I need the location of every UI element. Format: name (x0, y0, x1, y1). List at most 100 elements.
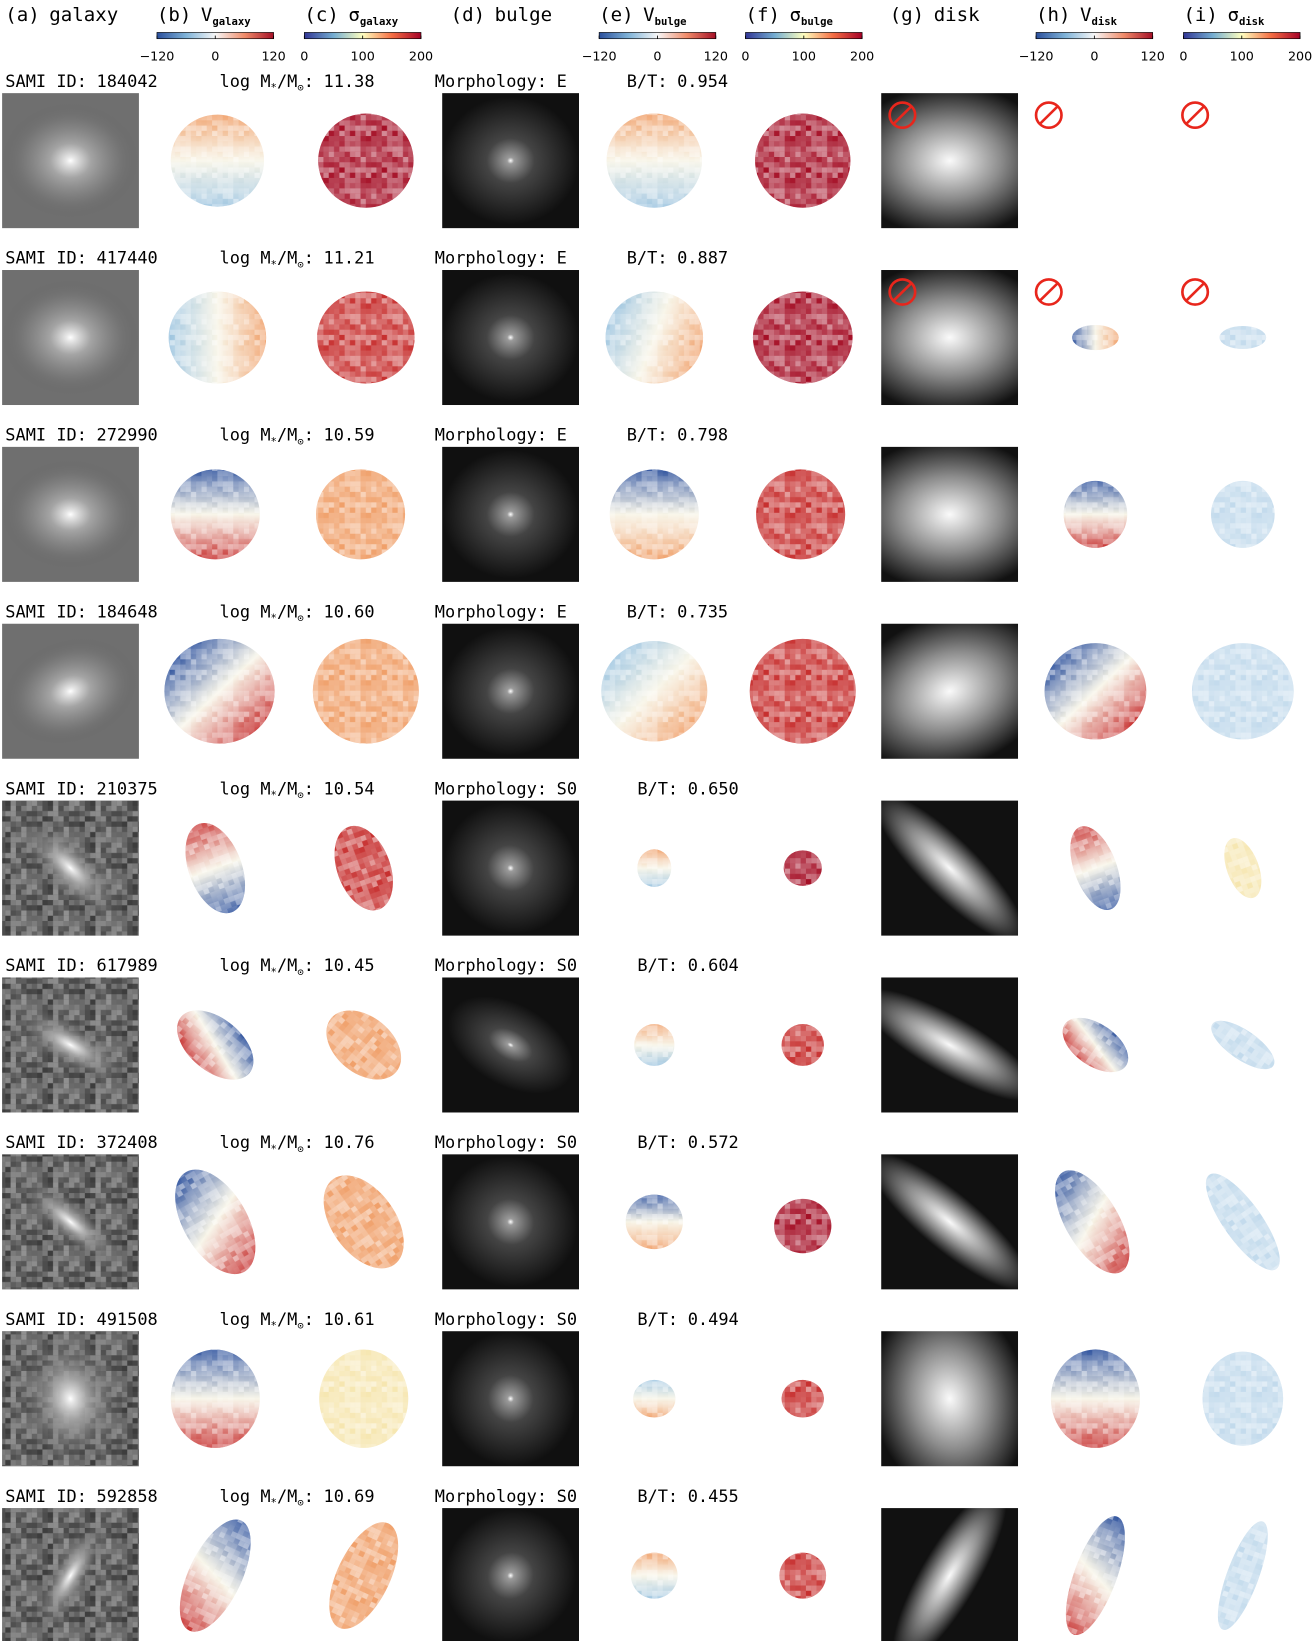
value: 592858 (97, 1486, 158, 1506)
map-texture (179, 1519, 251, 1632)
colorbar-tick-label: 0 (741, 49, 749, 64)
bulge-image (442, 270, 579, 406)
map-texture (1202, 1351, 1284, 1446)
stellar-mass: log M*/M⊙: 10.54 (220, 778, 375, 801)
map-texture (749, 638, 856, 744)
map-texture (168, 291, 267, 384)
label: /M (277, 778, 297, 798)
colorbar-tick-label: 0 (1090, 49, 1098, 64)
bulge-image (442, 623, 579, 759)
sami-id: SAMI ID: 184042 (5, 71, 157, 91)
morphology: Morphology: S0 (435, 955, 577, 975)
galaxy-row: SAMI ID: 184648 log M*/M⊙: 10.60 Morphology:… (2, 602, 1294, 759)
map-texture (756, 469, 846, 560)
label: B/T: (627, 248, 668, 268)
value: 617989 (97, 955, 158, 975)
map-texture (781, 1379, 824, 1418)
label: log M (220, 1486, 271, 1506)
galaxy-light (2, 93, 139, 229)
stellar-mass: log M*/M⊙: 11.21 (220, 248, 375, 271)
galaxy-light (2, 977, 139, 1113)
no-disk-icon (1185, 282, 1205, 302)
map-texture (755, 113, 851, 208)
galaxy-light (2, 800, 139, 936)
galaxy-light (2, 446, 139, 582)
galaxy-row: SAMI ID: 617989 log M*/M⊙: 10.45 Morphology:… (2, 955, 1275, 1113)
map-texture (170, 1349, 260, 1448)
map-texture (1055, 1170, 1130, 1274)
column-symbol: σ (348, 4, 359, 26)
label: B/T: (637, 1309, 678, 1329)
disk-image (881, 1154, 1019, 1290)
bulge-image (442, 1154, 579, 1290)
value: 0.798 (677, 425, 728, 445)
value: 10.76 (324, 1132, 375, 1152)
label: SAMI ID: (5, 778, 87, 798)
column-subscript: disk (1239, 16, 1265, 28)
disk-image (881, 623, 1019, 759)
column-letter: (b) (157, 4, 191, 26)
map-texture (326, 1010, 402, 1080)
stellar-mass: log M*/M⊙: 10.45 (220, 955, 375, 978)
label: Morphology: (435, 1486, 547, 1506)
map-texture (319, 1349, 409, 1448)
colorbar-tick-label: 200 (850, 49, 874, 64)
label: Morphology: (435, 1132, 547, 1152)
galaxy-row: SAMI ID: 210375 log M*/M⊙: 10.54 Morphology:… (2, 778, 1262, 936)
value: 210375 (97, 778, 158, 798)
value: 0.494 (688, 1309, 739, 1329)
map-texture (1211, 1020, 1275, 1070)
map-texture (323, 1175, 404, 1269)
column-header: (g) disk (890, 4, 981, 26)
value: 491508 (97, 1309, 158, 1329)
bulge-to-total: B/T: 0.572 (637, 1132, 738, 1152)
label: ⊙ (297, 436, 303, 448)
map-texture (633, 1379, 676, 1418)
no-disk-icon (1181, 278, 1210, 306)
map-texture (609, 469, 699, 560)
label: /M (277, 1132, 297, 1152)
label: * (271, 1497, 277, 1509)
stellar-mass: log M*/M⊙: 10.69 (220, 1486, 375, 1509)
map-texture (625, 1194, 683, 1250)
label: * (271, 1320, 277, 1332)
label: Morphology: (435, 248, 547, 268)
column-symbol: V (643, 4, 654, 26)
column-title: galaxy (49, 4, 118, 26)
galaxy-row: SAMI ID: 184042 log M*/M⊙: 11.38 Morphology:… (2, 71, 1210, 229)
bulge-image (442, 1508, 579, 1641)
map-texture (170, 469, 260, 560)
disk-image (881, 270, 1019, 406)
galaxy-row: SAMI ID: 417440 log M*/M⊙: 11.21 Morphology:… (2, 248, 1267, 406)
label: /M (277, 248, 297, 268)
label: /M (277, 425, 297, 445)
column-header: (i) σdisk (1183, 4, 1265, 28)
map-texture (752, 291, 853, 384)
label: ⊙ (297, 1143, 303, 1155)
label: SAMI ID: (5, 1486, 87, 1506)
map-texture (329, 1522, 399, 1629)
disk-image (881, 1331, 1019, 1467)
no-disk-icon (1181, 101, 1210, 129)
value: 10.45 (324, 955, 375, 975)
map-texture (185, 822, 246, 914)
value: S0 (557, 955, 577, 975)
column-title: disk (934, 4, 981, 26)
value: E (557, 602, 567, 622)
label: : (304, 425, 314, 445)
colorbar-tick-label: 0 (1179, 49, 1187, 64)
value: S0 (557, 1486, 577, 1506)
map-texture (781, 1024, 824, 1066)
disk-image (881, 1508, 1019, 1641)
galaxy-light (2, 270, 139, 406)
bulge-to-total: B/T: 0.887 (627, 248, 728, 268)
column-symbol: V (201, 4, 212, 26)
label: SAMI ID: (5, 425, 87, 445)
colorbar-tick-label: 100 (1230, 49, 1254, 64)
morphology: Morphology: E (435, 602, 567, 622)
column-header: (b) Vgalaxy (157, 4, 251, 28)
label: B/T: (627, 71, 668, 91)
bulge-to-total: B/T: 0.494 (637, 1309, 738, 1329)
column-header: (e) Vbulge (599, 4, 686, 28)
no-disk-icon (1039, 105, 1059, 125)
